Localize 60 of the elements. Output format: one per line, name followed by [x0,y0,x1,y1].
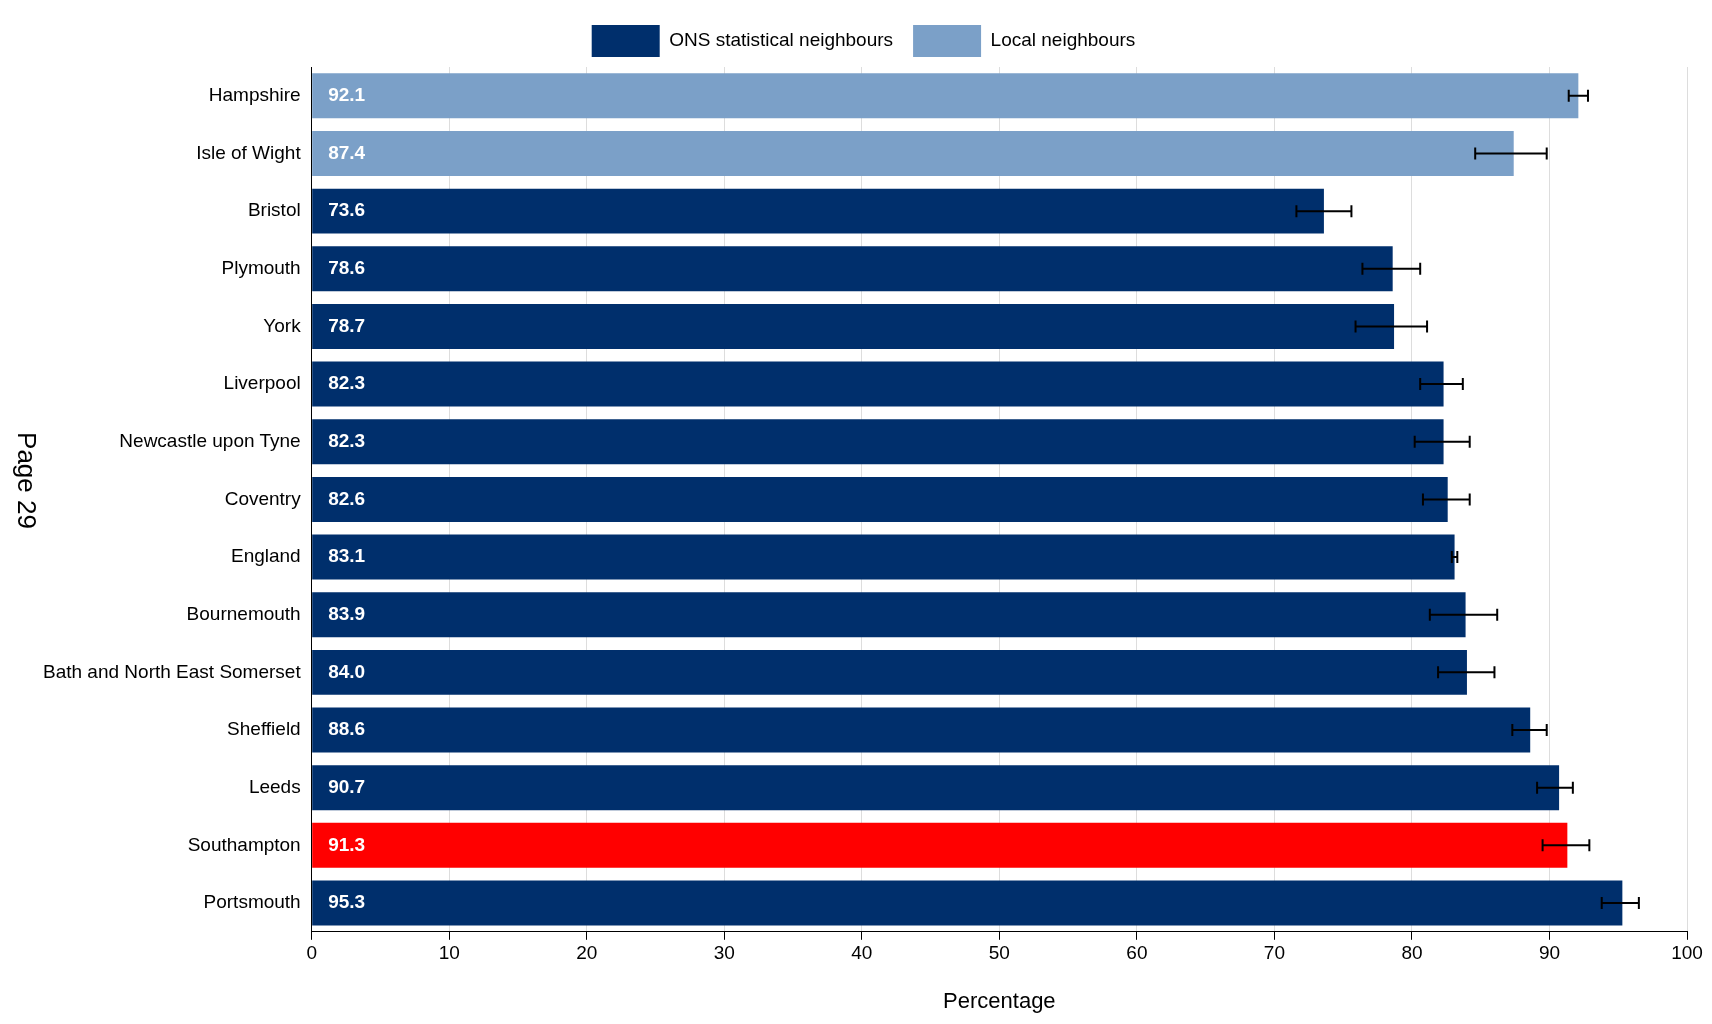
y-tick-label: Isle of Wight [196,141,302,163]
data-label: 88.6 [328,718,366,740]
data-label: 95.3 [328,891,366,913]
bar [312,880,1623,926]
text: Page 29 [10,432,42,529]
data-label: 78.7 [328,314,366,336]
x-tick-label: 10 [438,942,460,964]
y-tick-label: Sheffield [227,718,301,740]
data-label: 82.3 [328,429,366,451]
y-tick-label: Hampshire [208,84,301,106]
data-label: 82.3 [328,372,366,394]
data-label: 91.3 [328,833,366,855]
bar [312,765,1560,811]
data-label: 78.6 [328,257,366,279]
bar [312,131,1514,176]
bar [312,419,1444,465]
y-tick-label: Liverpool [223,372,301,394]
y-tick-label: Leeds [248,775,301,797]
bar [312,822,1568,868]
y-tick-label: Newcastle upon Tyne [119,429,301,451]
x-tick-label: 30 [713,942,735,964]
data-label: 84.0 [328,660,366,682]
x-tick-label: 0 [306,942,317,964]
data-label: 92.1 [328,84,366,106]
bar [312,303,1395,349]
y-tick-label: Plymouth [221,257,301,279]
data-label: 83.9 [328,602,366,624]
bar [312,246,1393,292]
y-tick-label: Bristol [247,199,301,221]
x-tick-label: 80 [1401,942,1423,964]
data-label: 73.6 [328,199,366,221]
y-tick-label: Coventry [224,487,302,509]
bar [312,73,1579,119]
bar [312,188,1324,234]
y-tick-label: Southampton [187,833,301,855]
x-tick-label: 50 [988,942,1010,964]
legend-label: ONS statistical neighbours [669,29,894,51]
bar [312,649,1467,695]
bar [312,534,1455,580]
legend-label: Local neighbours [990,29,1136,51]
x-tick-label: 100 [1671,942,1703,964]
bar [312,592,1466,638]
x-tick-label: 90 [1538,942,1561,964]
y-tick-label: York [263,314,302,336]
x-tick-label: 20 [576,942,598,964]
data-label: 90.7 [328,775,366,797]
y-tick-label: Bournemouth [186,602,301,624]
bar [312,707,1531,753]
bar [312,476,1448,522]
y-tick-label: England [230,545,301,567]
y-tick-label: Bath and North East Somerset [43,660,302,682]
data-label: 83.1 [328,545,366,567]
y-tick-label: Portsmouth [203,891,301,913]
data-label: 87.4 [328,141,366,163]
x-tick-label: 60 [1126,942,1148,964]
x-axis-title: Percentage [943,987,1056,1013]
bar [312,361,1444,407]
data-label: 82.6 [328,487,366,509]
x-tick-label: 40 [851,942,873,964]
x-tick-label: 70 [1263,942,1285,964]
